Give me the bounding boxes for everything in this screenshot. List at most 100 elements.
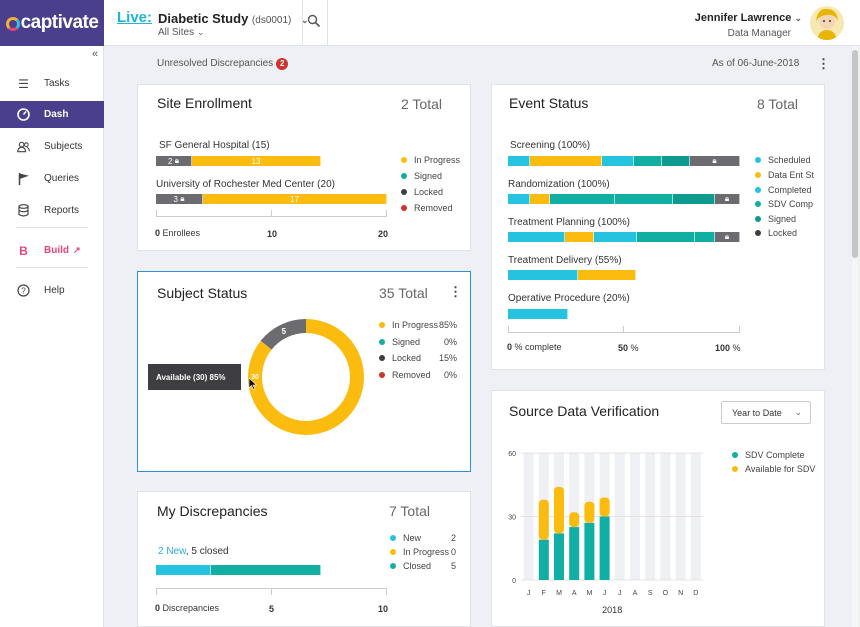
scheduled-segment (508, 270, 578, 280)
enrollment-bar[interactable]: 2 🔒︎ 13 (156, 156, 321, 166)
sidebar-item-dash[interactable]: Dash (0, 101, 104, 128)
divider (327, 0, 328, 46)
x-tick-label: O (663, 590, 669, 597)
divider (302, 0, 303, 46)
event-status-title: Event Status (509, 95, 589, 111)
legend-dot (401, 189, 407, 195)
event-bar[interactable] (508, 270, 636, 280)
site-selector[interactable]: All Sites ⌄ (158, 27, 204, 38)
sidebar-item-subjects[interactable]: Subjects (0, 133, 104, 160)
x-tick-label: D (693, 590, 698, 597)
sdv-complete-bar (554, 533, 564, 580)
unresolved-discrepancies-link[interactable]: Unresolved Discrepancies 2 (157, 58, 289, 70)
as-of-date: As of 06-June-2018 (712, 58, 800, 69)
data-entry-segment (530, 194, 550, 204)
x-tick-label: F (542, 590, 546, 597)
available-sdv-bar (584, 501, 595, 523)
study-selector[interactable]: Diabetic Study (ds0001) ⌄ (158, 11, 309, 26)
sdv-bar-chart[interactable]: 0 30 60 J F M A M J J A S O N D 2018 (499, 446, 724, 616)
sidebar-item-tasks[interactable]: ☰ Tasks (0, 70, 104, 97)
subject-status-title: Subject Status (157, 285, 248, 301)
live-link[interactable]: Live: (117, 9, 153, 26)
axis-label-min: 0 Enrollees (155, 228, 200, 238)
sidebar-item-label: Queries (44, 173, 80, 184)
axis-label-max: 20 (378, 229, 388, 239)
new-count-link[interactable]: 2 New (158, 546, 186, 557)
discrepancies-bar[interactable] (156, 565, 321, 575)
legend-item: In Progress 0 (390, 547, 456, 557)
lock-icon: 🔒︎ (724, 232, 730, 241)
lock-icon: 🔒︎ (724, 194, 730, 203)
sdv-segment (550, 194, 615, 204)
enrollment-bar[interactable]: 3 🔒︎ 17 (156, 194, 387, 204)
sidebar-item-help[interactable]: ? Help (0, 277, 104, 304)
scrollbar[interactable] (852, 46, 858, 627)
x-tick-label: N (678, 590, 683, 597)
sidebar-item-queries[interactable]: Queries (0, 165, 104, 192)
legend-label: Locked (414, 187, 444, 197)
donut-locked-segment[interactable] (260, 319, 306, 350)
brand-logo[interactable]: captivate (0, 0, 104, 46)
legend-dot (401, 157, 407, 163)
x-axis (508, 332, 740, 333)
data-entry-segment (565, 232, 594, 242)
signed-segment (662, 156, 690, 166)
event-bar[interactable]: 🔒︎ (508, 232, 740, 242)
legend-item: Completed (755, 185, 812, 195)
event-bar[interactable] (508, 309, 568, 319)
axis-unit: Discrepancies (162, 603, 220, 613)
avatar[interactable] (810, 6, 844, 40)
axis-tick (271, 210, 272, 216)
axis-unit: % (732, 343, 741, 353)
axis-tick (623, 326, 624, 332)
x-axis (156, 216, 387, 217)
discrepancies-summary: 2 New, 5 closed (158, 546, 229, 557)
sidebar-item-label: Subjects (44, 141, 83, 152)
event-row-label: Randomization (100%) (508, 179, 610, 190)
scrollbar-thumb[interactable] (852, 50, 858, 258)
sidebar-item-reports[interactable]: Reports (0, 197, 104, 224)
available-sdv-bar (599, 497, 610, 517)
lock-icon: 🔒︎ (174, 156, 179, 165)
period-dropdown-label: Year to Date (732, 407, 782, 418)
legend-item: Data Ent St (755, 170, 814, 180)
chevron-down-icon: ⌄ (196, 27, 205, 37)
cursor-icon (248, 377, 258, 393)
legend-label: New (403, 533, 422, 543)
legend-dot (732, 466, 738, 472)
legend-pct: 0% (443, 370, 457, 380)
legend-item: Locked (401, 187, 443, 197)
legend-dot (401, 173, 407, 179)
data-entry-segment (530, 156, 602, 166)
sidebar-item-build[interactable]: B Build ↗ (0, 237, 104, 264)
help-icon: ? (17, 284, 30, 297)
legend-dot (732, 452, 738, 458)
event-bar[interactable]: 🔒︎ (508, 156, 740, 166)
axis-tick (271, 589, 272, 595)
period-dropdown[interactable]: Year to Date ⌄ (721, 401, 811, 424)
axis-max-value: 10 (378, 604, 389, 614)
user-menu[interactable]: Jennifer Lawrence ⌄ (695, 12, 802, 24)
legend-dot (755, 172, 761, 178)
collapse-sidebar-icon[interactable]: « (92, 48, 99, 60)
unresolved-label: Unresolved Discrepancies (157, 58, 274, 69)
legend-item: SDV Complete (732, 450, 805, 460)
event-bar[interactable]: 🔒︎ (508, 194, 740, 204)
top-bar (0, 0, 860, 46)
available-sdv-bar (569, 512, 580, 528)
y-tick-label: 30 (508, 515, 516, 522)
sites-label: All Sites (158, 27, 195, 38)
axis-label-min: 0 Discrepancies (155, 603, 219, 613)
discrepancies-total: 7 Total (389, 503, 430, 519)
more-options-icon[interactable]: ⋮ (449, 284, 462, 299)
search-icon[interactable] (307, 14, 323, 30)
lock-icon: 🔒︎ (712, 156, 717, 165)
available-sdv-bar (538, 499, 549, 540)
more-options-icon[interactable]: ⋮ (817, 56, 830, 71)
locked-segment: 🔒︎ (690, 156, 740, 166)
new-segment (156, 565, 211, 575)
legend-label: Locked (392, 353, 422, 363)
axis-mid-value: 10 (267, 229, 278, 239)
legend-item: New 2 (390, 533, 456, 543)
subject-status-donut[interactable]: 5 30 (243, 314, 369, 440)
